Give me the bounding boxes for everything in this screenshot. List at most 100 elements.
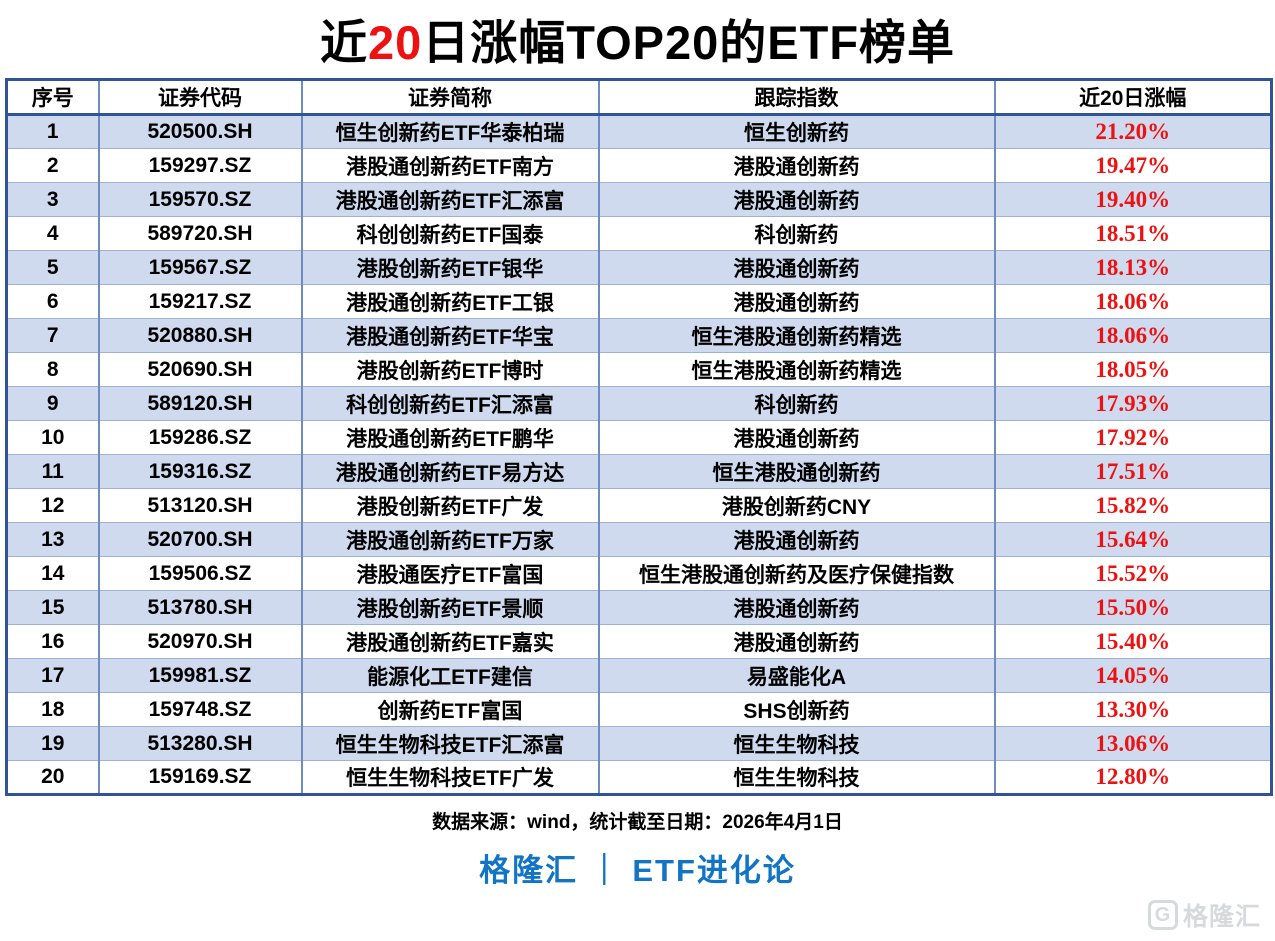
table-header-row: 序号 证券代码 证券简称 跟踪指数 近20日涨幅 (5, 78, 1273, 116)
cell-rank: 14 (5, 556, 100, 591)
cell-code: 520690.SH (97, 352, 303, 387)
cell-code: 520970.SH (97, 624, 303, 659)
cell-gain: 18.05% (993, 352, 1273, 387)
cell-name: 恒生生物科技ETF广发 (300, 760, 600, 795)
cell-gain: 18.51% (993, 216, 1273, 251)
table-row: 6 159217.SZ 港股通创新药ETF工银 港股通创新药 18.06% (5, 284, 1273, 319)
header-cell-name: 证券简称 (300, 78, 600, 116)
table-row: 17 159981.SZ 能源化工ETF建信 易盛能化A 14.05% (5, 658, 1273, 693)
cell-index: 科创新药 (597, 386, 996, 421)
cell-rank: 9 (5, 386, 100, 421)
cell-index: 港股通创新药 (597, 284, 996, 319)
cell-code: 520880.SH (97, 318, 303, 353)
cell-gain: 15.50% (993, 590, 1273, 625)
cell-code: 589720.SH (97, 216, 303, 251)
cell-rank: 19 (5, 726, 100, 761)
cell-rank: 7 (5, 318, 100, 353)
cell-code: 513780.SH (97, 590, 303, 625)
cell-name: 港股通创新药ETF易方达 (300, 454, 600, 489)
branding-text: 格隆汇 ｜ ETF进化论 (479, 853, 796, 888)
title-part-3: 日涨幅TOP20的ETF榜单 (422, 16, 956, 69)
cell-name: 科创创新药ETF汇添富 (300, 386, 600, 421)
title-highlight-20: 20 (367, 16, 423, 69)
cell-name: 能源化工ETF建信 (300, 658, 600, 693)
cell-gain: 21.20% (993, 114, 1273, 149)
cell-name: 港股通创新药ETF华宝 (300, 318, 600, 353)
cell-rank: 10 (5, 420, 100, 455)
cell-name: 创新药ETF富国 (300, 692, 600, 727)
source-note: 数据来源：wind，统计截至日期：2026年4月1日 (432, 812, 843, 833)
table-row: 1 520500.SH 恒生创新药ETF华泰柏瑞 恒生创新药 21.20% (5, 114, 1273, 149)
cell-code: 159169.SZ (97, 760, 303, 795)
table-row: 9 589120.SH 科创创新药ETF汇添富 科创新药 17.93% (5, 386, 1273, 421)
cell-rank: 20 (5, 760, 100, 795)
header-cell-rank: 序号 (5, 78, 100, 116)
cell-name: 科创创新药ETF国泰 (300, 216, 600, 251)
cell-rank: 3 (5, 182, 100, 217)
cell-rank: 15 (5, 590, 100, 625)
cell-rank: 17 (5, 658, 100, 693)
cell-rank: 4 (5, 216, 100, 251)
header-cell-index: 跟踪指数 (597, 78, 996, 116)
cell-index: 恒生港股通创新药及医疗保健指数 (597, 556, 996, 591)
cell-name: 港股通创新药ETF万家 (300, 522, 600, 557)
table-row: 15 513780.SH 港股创新药ETF景顺 港股通创新药 15.50% (5, 590, 1273, 625)
cell-rank: 18 (5, 692, 100, 727)
cell-index: 港股通创新药 (597, 522, 996, 557)
cell-rank: 6 (5, 284, 100, 319)
cell-index: 港股通创新药 (597, 590, 996, 625)
gelonghui-watermark: G 格隆汇 (1147, 897, 1261, 933)
table-row: 3 159570.SZ 港股通创新药ETF汇添富 港股通创新药 19.40% (5, 182, 1273, 217)
cell-gain: 12.80% (993, 760, 1273, 795)
cell-index: 科创新药 (597, 216, 996, 251)
cell-code: 159217.SZ (97, 284, 303, 319)
header-cell-code: 证券代码 (97, 78, 303, 116)
table-row: 11 159316.SZ 港股通创新药ETF易方达 恒生港股通创新药 17.51… (5, 454, 1273, 489)
table-row: 10 159286.SZ 港股通创新药ETF鹏华 港股通创新药 17.92% (5, 420, 1273, 455)
cell-gain: 15.82% (993, 488, 1273, 523)
cell-name: 港股通创新药ETF鹏华 (300, 420, 600, 455)
table-row: 19 513280.SH 恒生生物科技ETF汇添富 恒生生物科技 13.06% (5, 726, 1273, 761)
table-row: 18 159748.SZ 创新药ETF富国 SHS创新药 13.30% (5, 692, 1273, 727)
cell-index: 港股通创新药 (597, 420, 996, 455)
cell-index: 恒生港股通创新药精选 (597, 352, 996, 387)
cell-index: 港股通创新药 (597, 250, 996, 285)
cell-name: 港股通医疗ETF富国 (300, 556, 600, 591)
cell-rank: 16 (5, 624, 100, 659)
cell-code: 159981.SZ (97, 658, 303, 693)
cell-code: 159567.SZ (97, 250, 303, 285)
cell-name: 恒生生物科技ETF汇添富 (300, 726, 600, 761)
cell-name: 恒生创新药ETF华泰柏瑞 (300, 114, 600, 149)
cell-gain: 19.47% (993, 148, 1273, 183)
cell-code: 159316.SZ (97, 454, 303, 489)
cell-code: 159506.SZ (97, 556, 303, 591)
page-title: 近20日涨幅TOP20的ETF榜单 (0, 0, 1275, 78)
cell-index: 港股通创新药 (597, 148, 996, 183)
cell-rank: 13 (5, 522, 100, 557)
cell-gain: 19.40% (993, 182, 1273, 217)
cell-index: SHS创新药 (597, 692, 996, 727)
cell-name: 港股通创新药ETF工银 (300, 284, 600, 319)
cell-code: 589120.SH (97, 386, 303, 421)
cell-gain: 17.51% (993, 454, 1273, 489)
cell-rank: 12 (5, 488, 100, 523)
cell-code: 513280.SH (97, 726, 303, 761)
cell-index: 港股创新药CNY (597, 488, 996, 523)
cell-name: 港股通创新药ETF嘉实 (300, 624, 600, 659)
table-row: 13 520700.SH 港股通创新药ETF万家 港股通创新药 15.64% (5, 522, 1273, 557)
cell-code: 159286.SZ (97, 420, 303, 455)
cell-rank: 8 (5, 352, 100, 387)
table-row: 16 520970.SH 港股通创新药ETF嘉实 港股通创新药 15.40% (5, 624, 1273, 659)
cell-name: 港股创新药ETF景顺 (300, 590, 600, 625)
cell-gain: 15.52% (993, 556, 1273, 591)
cell-index: 恒生港股通创新药 (597, 454, 996, 489)
cell-gain: 15.40% (993, 624, 1273, 659)
cell-index: 港股通创新药 (597, 182, 996, 217)
cell-rank: 1 (5, 114, 100, 149)
cell-gain: 17.93% (993, 386, 1273, 421)
table-row: 8 520690.SH 港股创新药ETF博时 恒生港股通创新药精选 18.05% (5, 352, 1273, 387)
cell-gain: 18.06% (993, 318, 1273, 353)
table-row: 12 513120.SH 港股创新药ETF广发 港股创新药CNY 15.82% (5, 488, 1273, 523)
cell-gain: 18.06% (993, 284, 1273, 319)
